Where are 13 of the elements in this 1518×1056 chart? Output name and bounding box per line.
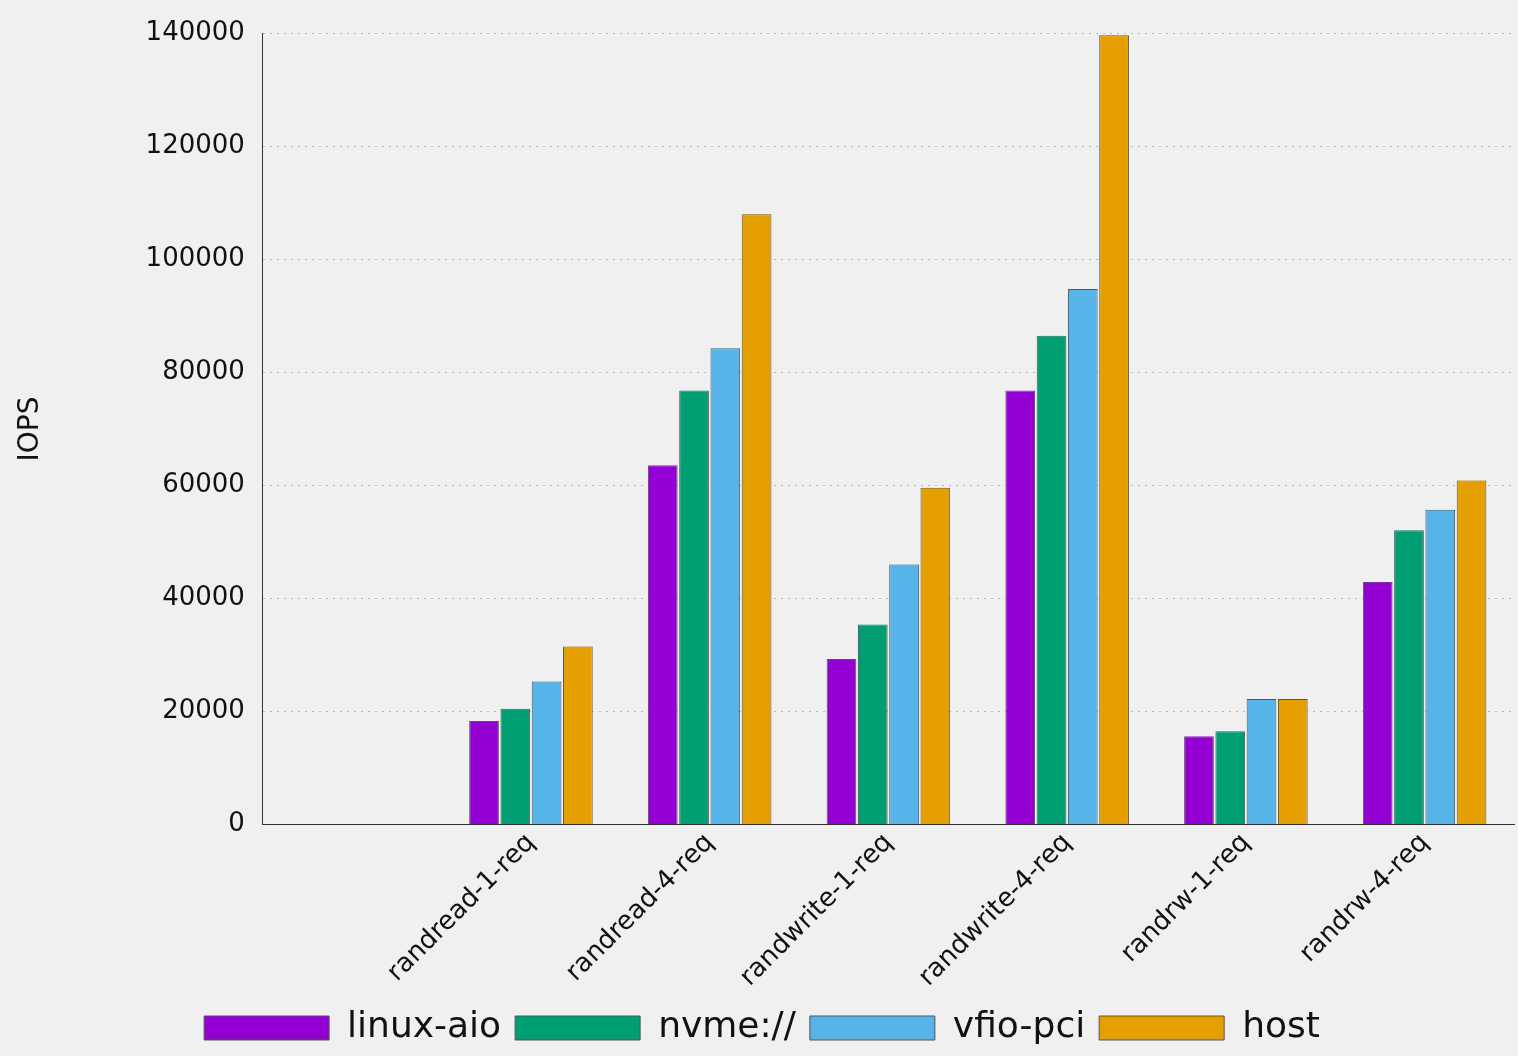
- legend-label: linux-aio: [347, 1004, 502, 1046]
- y-tick-label: 140000: [145, 16, 245, 47]
- legend-label: host: [1242, 1004, 1320, 1046]
- y-tick-label: 60000: [162, 468, 245, 499]
- y-tick-label: 80000: [162, 355, 245, 386]
- legend-label: vfio-pci: [952, 1004, 1086, 1046]
- y-tick-label: 120000: [145, 129, 245, 160]
- y-axis-title: IOPS: [12, 396, 46, 462]
- y-tick-label: 0: [228, 807, 245, 838]
- y-tick-label: 100000: [145, 242, 245, 273]
- y-tick-label: 20000: [162, 694, 245, 725]
- y-tick-label: 40000: [162, 581, 245, 612]
- legend-label: nvme://: [658, 1004, 797, 1046]
